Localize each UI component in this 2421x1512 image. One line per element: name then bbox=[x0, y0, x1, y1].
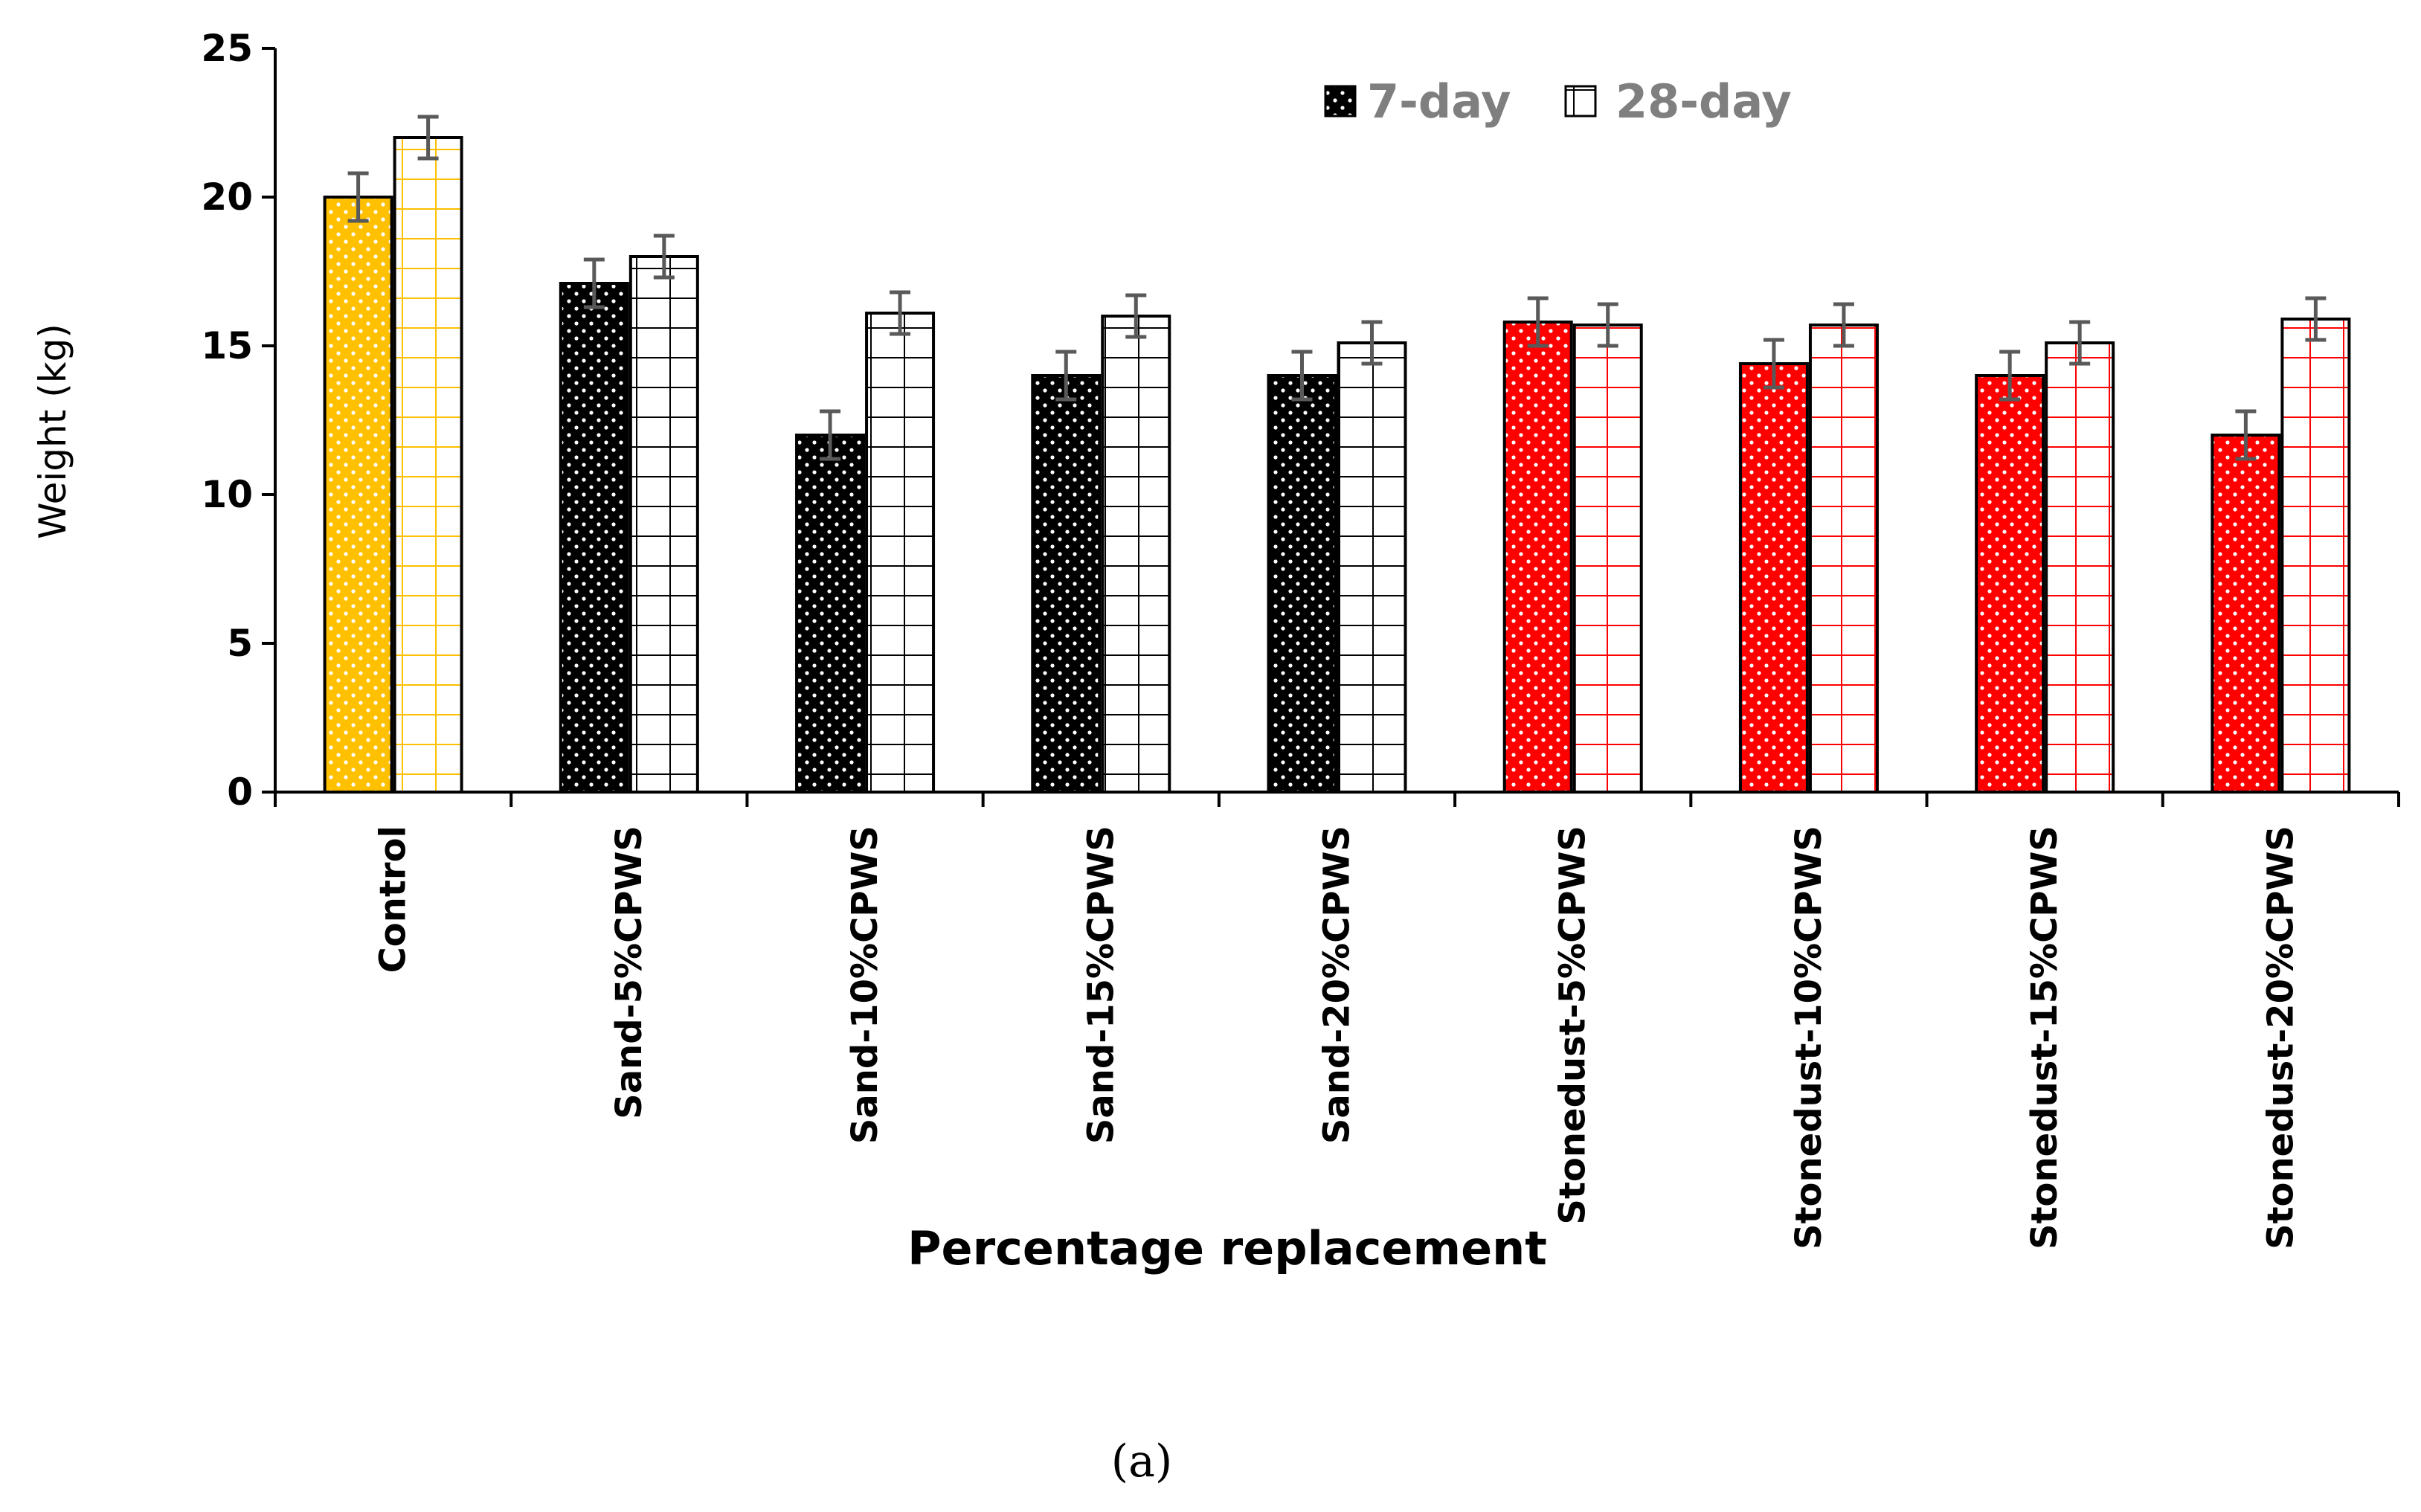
series-7day-bars bbox=[323, 196, 2281, 794]
bar-7day-7 bbox=[1975, 374, 2045, 794]
category-label-0: Control bbox=[373, 826, 414, 973]
y-tick-label-1: 5 bbox=[227, 622, 253, 665]
figure-caption: (a) bbox=[1111, 1435, 1173, 1487]
bar-7day-3 bbox=[1031, 374, 1102, 794]
y-tick-label-0: 0 bbox=[227, 771, 253, 814]
bar-7day-5 bbox=[1502, 321, 1573, 794]
error-bar-28day-2 bbox=[890, 290, 911, 336]
legend-label-28day: 28-day bbox=[1615, 74, 1792, 129]
error-bar-28day-1 bbox=[653, 234, 675, 280]
bar-7day-8 bbox=[2211, 434, 2281, 794]
error-bar-7day-2 bbox=[820, 409, 841, 461]
y-tick-label-5: 25 bbox=[201, 27, 253, 70]
bar-7day-1 bbox=[559, 282, 629, 794]
bar-28day-0 bbox=[393, 136, 463, 794]
bar-28day-6 bbox=[1808, 324, 1879, 794]
error-bar-7day-5 bbox=[1527, 296, 1549, 348]
y-axis-title: Weight (kg) bbox=[31, 324, 74, 539]
category-labels: Control Sand-5%CPWS Sand-10%CPWS Sand-15%CP… bbox=[373, 826, 2302, 1249]
error-bar-28day-8 bbox=[2305, 296, 2327, 342]
category-label-8: Stonedust-20%CPWS bbox=[2260, 826, 2301, 1249]
bar-28day-7 bbox=[2045, 341, 2115, 794]
y-ticks: 0 5 10 15 20 25 bbox=[201, 27, 275, 814]
bar-28day-5 bbox=[1572, 324, 1643, 794]
legend: 7-day 28-day bbox=[1324, 74, 1792, 129]
series-28day-bars bbox=[393, 136, 2351, 794]
legend-label-7day: 7-day bbox=[1367, 74, 1511, 129]
error-bar-28day-0 bbox=[417, 115, 439, 161]
error-bar-7day-8 bbox=[2235, 409, 2257, 461]
bar-7day-0 bbox=[323, 196, 393, 794]
error-bar-7day-6 bbox=[1763, 338, 1784, 390]
error-bar-7day-7 bbox=[1999, 350, 2021, 402]
category-label-4: Sand-20%CPWS bbox=[1316, 826, 1358, 1144]
bar-7day-2 bbox=[795, 434, 866, 794]
category-label-3: Sand-15%CPWS bbox=[1080, 826, 1122, 1144]
error-bar-7day-0 bbox=[347, 171, 369, 223]
bar-7day-6 bbox=[1738, 362, 1809, 794]
y-tick-label-3: 15 bbox=[201, 324, 253, 367]
error-bar-28day-6 bbox=[1833, 302, 1854, 348]
category-label-2: Sand-10%CPWS bbox=[844, 826, 886, 1144]
legend-swatch-28day bbox=[1564, 85, 1597, 118]
error-bar-28day-7 bbox=[2069, 320, 2091, 366]
category-label-5: Stonedust-5%CPWS bbox=[1552, 826, 1594, 1225]
error-bar-7day-4 bbox=[1291, 350, 1313, 402]
y-tick-label-4: 20 bbox=[201, 176, 253, 219]
axes bbox=[274, 48, 2399, 794]
y-tick-label-2: 10 bbox=[201, 473, 253, 516]
x-ticks bbox=[274, 792, 2400, 807]
bar-28day-3 bbox=[1101, 315, 1171, 794]
error-bar-28day-3 bbox=[1125, 293, 1147, 339]
bar-7day-4 bbox=[1267, 374, 1337, 794]
bar-28day-1 bbox=[628, 255, 699, 794]
category-label-7: Stonedust-15%CPWS bbox=[2024, 826, 2065, 1249]
error-bars bbox=[347, 115, 2327, 461]
error-bar-28day-4 bbox=[1361, 320, 1383, 366]
x-axis-title: Percentage replacement bbox=[907, 1221, 1547, 1275]
bar-28day-8 bbox=[2280, 318, 2351, 794]
category-label-1: Sand-5%CPWS bbox=[608, 826, 650, 1119]
error-bar-7day-3 bbox=[1055, 350, 1077, 402]
error-bar-28day-5 bbox=[1597, 302, 1618, 348]
bar-28day-2 bbox=[865, 312, 936, 794]
legend-swatch-7day bbox=[1324, 85, 1357, 118]
error-bar-7day-1 bbox=[583, 257, 605, 309]
category-label-6: Stonedust-10%CPWS bbox=[1788, 826, 1830, 1249]
bar-28day-4 bbox=[1337, 341, 1407, 794]
